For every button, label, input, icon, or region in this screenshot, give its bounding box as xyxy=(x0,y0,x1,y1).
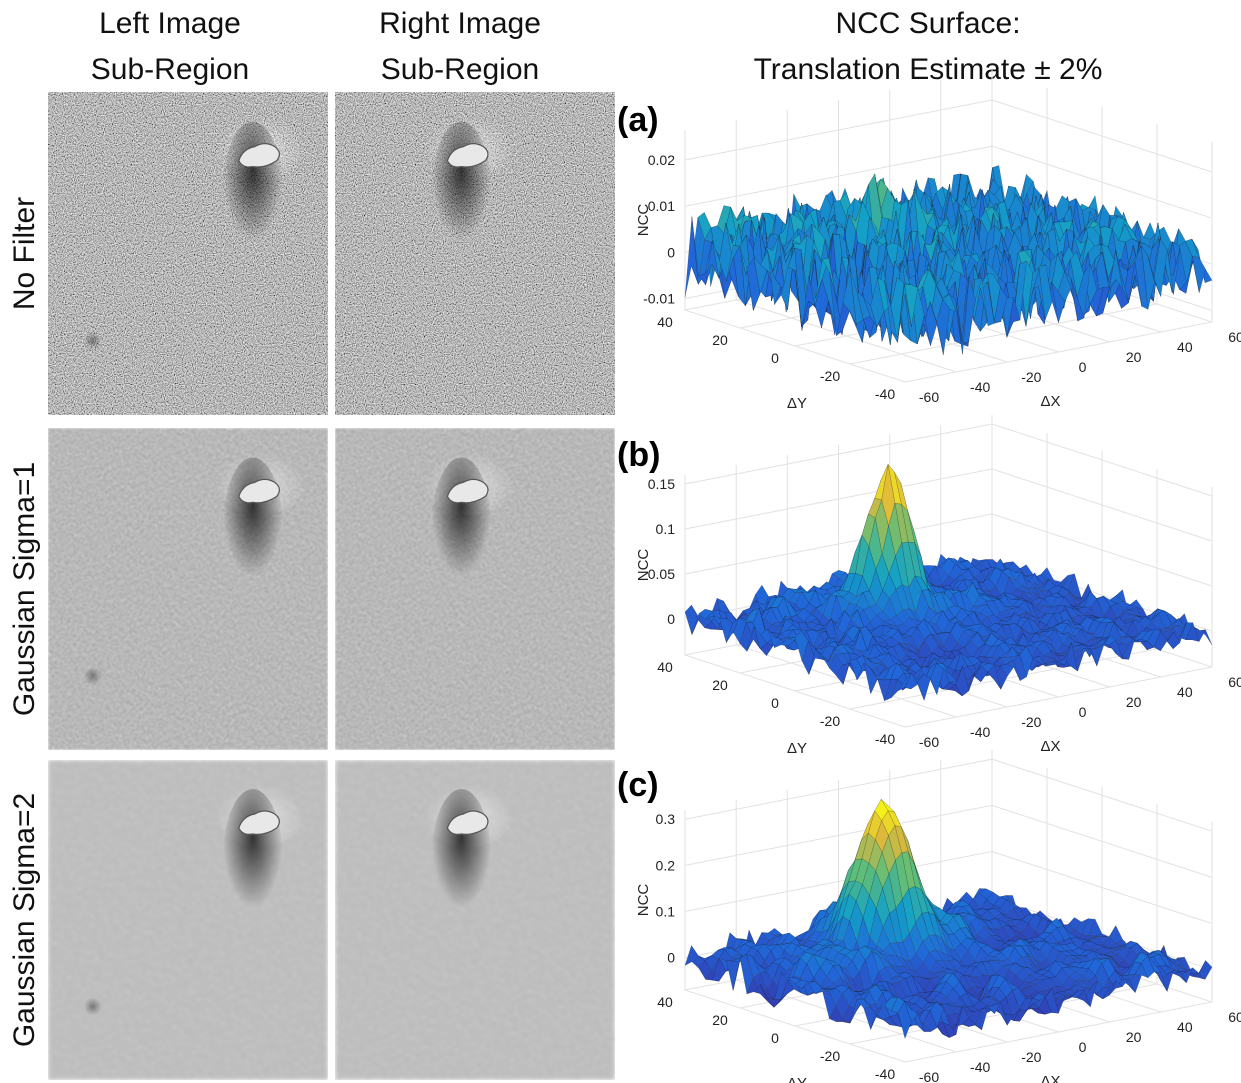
x-tick-label: -40 xyxy=(970,724,990,740)
x-axis-label: ΔX xyxy=(1040,393,1060,410)
y-tick-label: -40 xyxy=(875,731,895,747)
z-tick-label: 0.2 xyxy=(656,857,676,873)
panel-label: (a) xyxy=(617,101,659,139)
sem-image xyxy=(335,92,615,415)
surface xyxy=(685,166,1212,355)
surface-plot: 0.150.10.05040200-20-40-60-40-200204060Δ… xyxy=(635,415,1241,757)
shadow xyxy=(223,457,283,597)
x-tick-label: -60 xyxy=(919,389,939,405)
x-tick-label: 60 xyxy=(1228,1009,1241,1025)
z-tick-label: 0.15 xyxy=(648,476,675,492)
grid-line xyxy=(685,469,1212,541)
speck xyxy=(84,332,102,350)
row-label: Gaussian Sigma=1 xyxy=(8,462,41,716)
speck xyxy=(84,667,102,685)
z-tick-label: 0 xyxy=(667,611,675,627)
x-tick-label: 20 xyxy=(1126,1029,1142,1045)
x-tick-label: 20 xyxy=(1126,694,1142,710)
y-tick-label: 0 xyxy=(771,695,779,711)
z-tick-label: 0 xyxy=(667,950,675,966)
y-axis-label: ΔY xyxy=(787,1075,807,1083)
shadow xyxy=(223,122,283,262)
x-axis-label: ΔX xyxy=(1040,1073,1060,1083)
y-tick-label: -20 xyxy=(820,713,840,729)
grid-line xyxy=(685,100,1212,172)
y-tick-label: 40 xyxy=(657,659,673,675)
z-axis-label: NCC xyxy=(635,204,652,237)
z-tick-label: 0.1 xyxy=(656,521,676,537)
x-tick-label: 40 xyxy=(1177,339,1193,355)
row-label: Gaussian Sigma=2 xyxy=(8,793,41,1047)
row-label: No Filter xyxy=(8,197,41,310)
figure: Left Image Sub-Region Right Image Sub-Regio… xyxy=(0,0,1241,1083)
x-tick-label: -40 xyxy=(970,1059,990,1075)
x-tick-label: 60 xyxy=(1228,674,1241,690)
z-tick-label: 0.02 xyxy=(648,152,675,168)
y-tick-label: 20 xyxy=(712,677,728,693)
y-tick-label: 20 xyxy=(712,332,728,348)
sem-image xyxy=(335,428,615,750)
y-tick-label: 40 xyxy=(657,314,673,330)
column-header: NCC Surface: xyxy=(835,7,1020,40)
z-tick-label: 0.3 xyxy=(656,811,676,827)
y-tick-label: 0 xyxy=(771,350,779,366)
x-tick-label: 0 xyxy=(1079,1039,1087,1055)
panel-label: (b) xyxy=(617,436,660,474)
sem-image xyxy=(335,760,615,1080)
headers: Left Image Sub-Region Right Image Sub-Regio… xyxy=(91,7,1103,86)
grid-line xyxy=(685,759,1212,831)
x-tick-label: 0 xyxy=(1079,704,1087,720)
panel-label: (c) xyxy=(617,766,659,804)
speck xyxy=(84,997,102,1015)
image-grid: No Filter Gaussian Sigma=1 Gaussian Sigma=… xyxy=(8,92,615,1080)
z-axis-label: NCC xyxy=(635,549,652,582)
column-header: Left Image xyxy=(99,7,241,40)
x-tick-label: -20 xyxy=(1021,714,1041,730)
z-tick-label: 0 xyxy=(667,244,675,260)
x-tick-label: -20 xyxy=(1021,1049,1041,1065)
sem-image xyxy=(48,92,328,415)
surface-face xyxy=(1090,647,1103,667)
shadow xyxy=(223,789,283,929)
z-tick-label: -0.01 xyxy=(643,290,675,306)
shadow xyxy=(431,122,491,262)
y-tick-label: 20 xyxy=(712,1012,728,1028)
y-tick-label: -20 xyxy=(820,1048,840,1064)
sem-image xyxy=(48,428,328,750)
x-tick-label: -60 xyxy=(919,734,939,750)
grid-line xyxy=(685,805,1212,877)
surface-plot: 0.3 0.2 0.1 0 40 20 0 -20 -40 -60 -40 -20 0 20 40 60 ΔY Δ… xyxy=(635,750,1241,1083)
column-header: Sub-Region xyxy=(91,53,249,86)
x-tick-label: 20 xyxy=(1126,349,1142,365)
y-tick-label: -40 xyxy=(875,386,895,402)
sem-image xyxy=(48,760,328,1080)
y-tick-label: -20 xyxy=(820,368,840,384)
column-header: Translation Estimate ± 2% xyxy=(754,53,1103,86)
surface-face xyxy=(726,961,739,991)
x-tick-label: -60 xyxy=(919,1069,939,1083)
x-tick-label: 0 xyxy=(1079,359,1087,375)
y-axis-label: ΔY xyxy=(787,395,807,412)
grid-line xyxy=(685,424,1212,496)
z-axis-label: NCC xyxy=(635,884,652,917)
x-axis-label: ΔX xyxy=(1040,738,1060,755)
surface xyxy=(685,464,1212,700)
z-tick-label: 0.1 xyxy=(656,904,676,920)
column-header: Sub-Region xyxy=(381,53,539,86)
x-tick-label: 60 xyxy=(1228,329,1241,345)
shadow xyxy=(431,457,491,597)
x-tick-label: 40 xyxy=(1177,684,1193,700)
plots: (a)0.020.010-0.0140200-20-40-60-40-20020… xyxy=(617,70,1241,1083)
x-tick-label: -20 xyxy=(1021,369,1041,385)
x-tick-label: -40 xyxy=(970,379,990,395)
x-tick-label: 40 xyxy=(1177,1019,1193,1035)
surface-plot: 0.020.010-0.0140200-20-40-60-40-20020406… xyxy=(635,70,1241,412)
surface-face xyxy=(685,605,698,635)
y-tick-label: 0 xyxy=(771,1030,779,1046)
column-header: Right Image xyxy=(379,7,541,40)
y-axis-label: ΔY xyxy=(787,740,807,757)
shadow xyxy=(431,789,491,929)
y-tick-label: 40 xyxy=(657,994,673,1010)
y-tick-label: -40 xyxy=(875,1066,895,1082)
